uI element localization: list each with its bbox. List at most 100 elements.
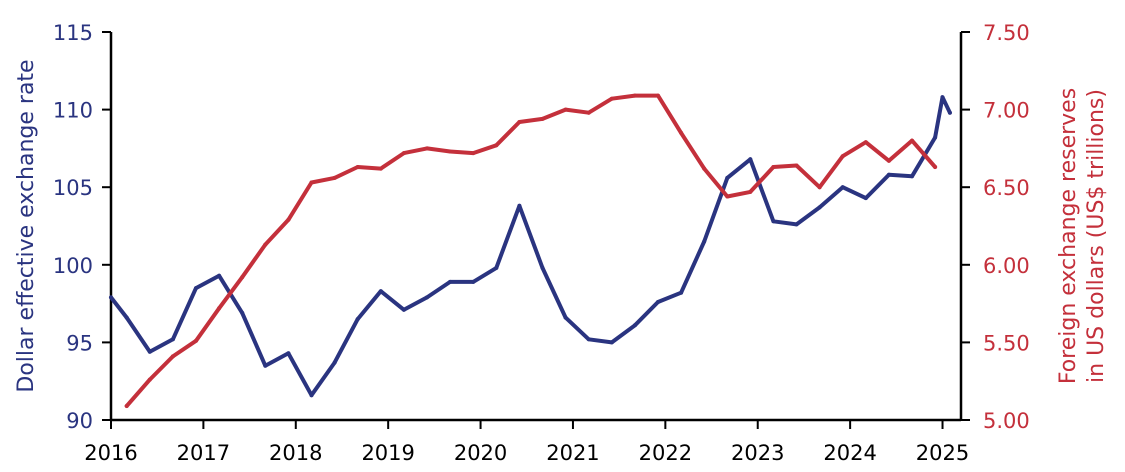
data-point-right [494,143,499,148]
data-point-left [124,315,129,320]
data-point-right [586,110,591,115]
axes [102,31,970,429]
data-point-right [240,275,245,280]
left-y-tick-label: 95 [66,331,93,355]
data-point-left [725,175,730,180]
data-point-right [286,217,291,222]
x-tick-label: 2017 [177,441,230,465]
data-point-right [771,165,776,169]
left-y-tick-label: 105 [53,176,93,200]
data-point-right [840,154,845,159]
data-point-left [656,300,660,304]
data-point-left [517,203,522,208]
data-point-left [378,289,383,294]
x-tick-label: 2023 [731,441,784,465]
data-point-left [863,196,868,201]
x-tick-label: 2020 [454,441,507,465]
tick-labels: 90 95 100 105 110 115 5.00 5.50 6.00 6.50 7.00 7.50… [53,21,1030,465]
right-y-tick-label: 6.00 [983,254,1030,278]
data-point-left [947,110,952,115]
x-tick-label: 2016 [84,441,137,465]
data-point-left [609,340,614,345]
data-point-left [471,279,476,284]
left-y-tick-label: 90 [66,409,93,433]
data-point-right [725,194,730,199]
data-point-right [563,107,568,112]
data-point-left [309,393,314,398]
data-point-right [401,151,406,156]
right-y-axis-title-line-2: in US dollars (US$ trillions) [1084,89,1109,383]
data-point-left [586,337,591,342]
left-y-tick-label: 100 [53,254,93,278]
data-point-right [217,306,222,311]
right-y-axis-title-line-1: Foreign exchange reserves [1056,88,1081,384]
right-y-tick-label: 7.50 [983,21,1030,45]
x-tick-label: 2019 [361,441,414,465]
data-point-left [771,219,776,224]
x-tick-label: 2025 [916,441,969,465]
data-point-right [170,354,175,359]
series-lines [109,93,952,408]
data-point-left [794,222,799,227]
data-point-left [401,307,406,312]
right-y-tick-label: 5.00 [983,409,1030,433]
data-point-left [332,360,337,365]
data-point-right [147,377,152,382]
data-point-right [886,158,891,163]
data-point-left [748,157,753,162]
data-point-right [679,130,684,135]
data-point-left [240,310,245,315]
right-y-tick-label: 7.00 [983,99,1030,123]
data-point-left [217,273,222,278]
left-y-tick-label: 115 [53,21,93,45]
data-point-right [540,116,545,121]
data-point-right [517,120,522,124]
data-point-right [702,166,707,171]
right-y-tick-label: 5.50 [983,331,1030,355]
data-point-right [933,165,938,169]
data-point-left [147,349,152,354]
axis-titles: Dollar effective exchange rate Foreign ex… [14,59,1109,392]
data-point-left [702,239,707,244]
data-point-right [425,146,429,151]
series-line-left [109,95,952,398]
data-point-left [494,265,499,270]
data-point-right [471,151,476,156]
data-point-right [748,189,753,194]
data-point-right [263,242,268,247]
data-point-right [378,166,383,171]
right-y-tick-label: 6.50 [983,176,1030,200]
data-point-left [286,351,291,356]
left-y-tick-label: 110 [53,99,93,123]
data-point-right [609,96,614,101]
data-point-left [933,135,938,140]
data-point-left [109,295,113,300]
data-point-right [794,163,799,168]
x-tick-label: 2018 [269,441,322,465]
data-point-right [910,138,914,143]
x-tick-label: 2022 [639,441,692,465]
data-point-left [910,174,914,179]
data-point-left [940,95,945,100]
x-tick-label: 2021 [546,441,599,465]
data-point-right [863,140,868,145]
data-point-right [194,338,198,343]
x-tick-label: 2024 [823,441,876,465]
data-point-left [817,205,822,210]
data-point-right [632,93,637,98]
data-point-left [355,317,360,322]
data-point-right [332,175,337,180]
data-point-right [817,185,822,190]
left-y-axis-title: Dollar effective exchange rate [14,59,39,392]
data-point-left [679,290,684,295]
data-point-left [840,185,845,190]
data-point-right [124,404,129,408]
data-point-left [425,295,429,300]
data-point-left [563,315,568,320]
data-point-left [170,337,175,342]
data-point-left [194,286,198,291]
data-point-right [656,93,660,98]
data-point-right [355,165,360,169]
series-line-right [124,93,938,408]
